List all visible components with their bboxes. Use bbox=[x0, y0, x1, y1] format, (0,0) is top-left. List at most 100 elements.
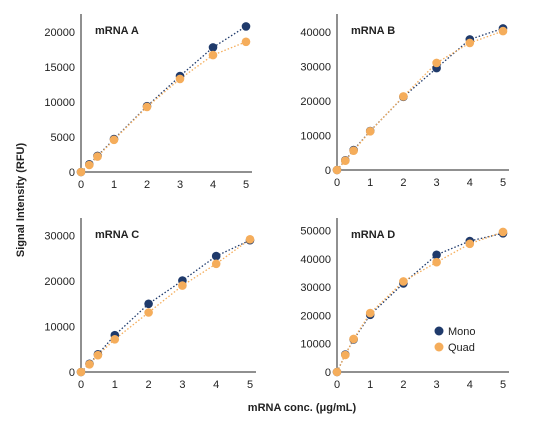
y-tick-label: 20000 bbox=[300, 96, 331, 108]
x-tick-label: 5 bbox=[500, 379, 506, 391]
x-tick-label: 3 bbox=[177, 179, 183, 191]
trendline-quad bbox=[80, 238, 251, 373]
data-point-quad bbox=[85, 360, 94, 369]
panel-mrna-a: 0 5000 10000 15000 20000 0 1 2 3 4 5 mRNA A bbox=[44, 14, 252, 191]
x-tick-label: 1 bbox=[111, 179, 117, 191]
data-point-quad bbox=[399, 92, 408, 101]
data-point-mono bbox=[144, 299, 153, 309]
x-tick-label: 5 bbox=[243, 179, 249, 191]
trendline-mono bbox=[80, 239, 251, 373]
data-point-quad bbox=[498, 26, 508, 36]
data-point-quad bbox=[109, 135, 119, 145]
trendline-mono bbox=[336, 27, 504, 171]
data-point-quad bbox=[85, 160, 94, 170]
data-point-quad bbox=[76, 367, 86, 377]
x-tick-label: 2 bbox=[400, 177, 406, 189]
data-point-quad bbox=[341, 350, 350, 360]
y-tick-label: 0 bbox=[69, 367, 75, 379]
x-tick-label: 3 bbox=[434, 379, 440, 391]
trendline-quad bbox=[336, 30, 504, 171]
y-tick-label: 0 bbox=[325, 367, 331, 379]
trendline-mono bbox=[80, 25, 247, 173]
panel-title: mRNA A bbox=[95, 25, 139, 37]
data-point-quad bbox=[144, 308, 153, 317]
data-point-quad bbox=[245, 235, 255, 244]
trendline-quad bbox=[80, 41, 247, 173]
x-tick-label: 2 bbox=[144, 179, 150, 191]
legend-label-mono: Mono bbox=[448, 326, 476, 338]
y-tick-label: 15000 bbox=[44, 62, 75, 74]
data-point-quad bbox=[365, 308, 375, 318]
data-point-quad bbox=[332, 165, 342, 175]
x-axis-label: mRNA conc. (μg/mL) bbox=[248, 402, 357, 414]
data-point-quad bbox=[142, 102, 152, 112]
legend: Mono Quad bbox=[434, 326, 476, 354]
panel-title: mRNA D bbox=[351, 229, 395, 241]
x-tick-label: 1 bbox=[112, 379, 118, 391]
data-point-quad bbox=[93, 152, 102, 161]
panel-title: mRNA C bbox=[95, 229, 139, 241]
data-point-quad bbox=[465, 239, 475, 249]
data-point-quad bbox=[208, 50, 218, 60]
data-point-quad bbox=[498, 227, 508, 237]
data-point-mono bbox=[241, 22, 251, 31]
y-tick-label: 10000 bbox=[44, 97, 75, 109]
x-tick-label: 0 bbox=[334, 177, 340, 189]
data-point-quad bbox=[349, 146, 358, 155]
x-tick-label: 0 bbox=[78, 379, 84, 391]
data-point-quad bbox=[465, 38, 475, 48]
trendline-mono bbox=[336, 232, 504, 373]
y-tick-label: 30000 bbox=[300, 61, 331, 73]
x-tick-label: 2 bbox=[146, 379, 152, 391]
x-tick-label: 1 bbox=[367, 379, 373, 391]
y-tick-label: 10000 bbox=[44, 322, 75, 334]
y-tick-label: 40000 bbox=[300, 254, 331, 266]
panel-mrna-c: 0 10000 20000 30000 0 1 2 3 4 5 mRNA C bbox=[44, 218, 256, 391]
y-tick-label: 30000 bbox=[300, 282, 331, 294]
y-tick-label: 30000 bbox=[44, 231, 75, 243]
x-tick-label: 3 bbox=[179, 379, 185, 391]
x-tick-label: 2 bbox=[400, 379, 406, 391]
legend-marker-quad bbox=[434, 342, 444, 352]
y-tick-label: 40000 bbox=[300, 27, 331, 39]
x-tick-label: 3 bbox=[434, 177, 440, 189]
x-tick-label: 5 bbox=[500, 177, 506, 189]
y-tick-label: 50000 bbox=[300, 225, 331, 237]
panel-mrna-b: 0 10000 20000 30000 40000 0 1 2 3 4 5 mRNA B bbox=[300, 14, 509, 189]
y-tick-label: 20000 bbox=[44, 27, 75, 39]
data-point-quad bbox=[93, 350, 103, 360]
data-point-quad bbox=[110, 335, 120, 344]
data-point-quad bbox=[365, 127, 375, 136]
data-point-quad bbox=[332, 367, 342, 377]
y-tick-label: 20000 bbox=[300, 310, 331, 322]
x-tick-label: 0 bbox=[334, 379, 340, 391]
data-point-mono bbox=[211, 251, 221, 261]
data-point-quad bbox=[341, 156, 350, 165]
x-tick-label: 5 bbox=[247, 379, 253, 391]
data-point-mono bbox=[432, 250, 441, 260]
data-point-quad bbox=[211, 259, 221, 269]
legend-label-quad: Quad bbox=[448, 342, 475, 354]
x-tick-label: 4 bbox=[210, 179, 216, 191]
x-tick-label: 4 bbox=[213, 379, 219, 391]
x-tick-label: 4 bbox=[467, 379, 473, 391]
x-tick-label: 0 bbox=[78, 179, 84, 191]
data-point-quad bbox=[432, 58, 441, 68]
y-tick-label: 5000 bbox=[51, 132, 75, 144]
y-tick-label: 20000 bbox=[44, 276, 75, 288]
data-point-quad bbox=[178, 281, 187, 290]
panel-title: mRNA B bbox=[351, 25, 395, 37]
data-point-quad bbox=[175, 74, 185, 84]
panel-mrna-d: 0 10000 20000 30000 40000 50000 0 1 2 3 4 5 mRNA D bbox=[300, 218, 509, 391]
data-point-quad bbox=[432, 257, 441, 267]
y-tick-label: 10000 bbox=[300, 130, 331, 142]
y-tick-label: 0 bbox=[325, 165, 331, 177]
trendline-quad bbox=[336, 231, 504, 373]
data-point-quad bbox=[241, 37, 251, 47]
legend-marker-mono bbox=[434, 326, 444, 336]
data-point-quad bbox=[76, 167, 86, 177]
data-point-quad bbox=[349, 334, 358, 344]
y-axis-label: Signal Intensity (RFU) bbox=[15, 143, 27, 258]
data-point-quad bbox=[399, 277, 408, 286]
